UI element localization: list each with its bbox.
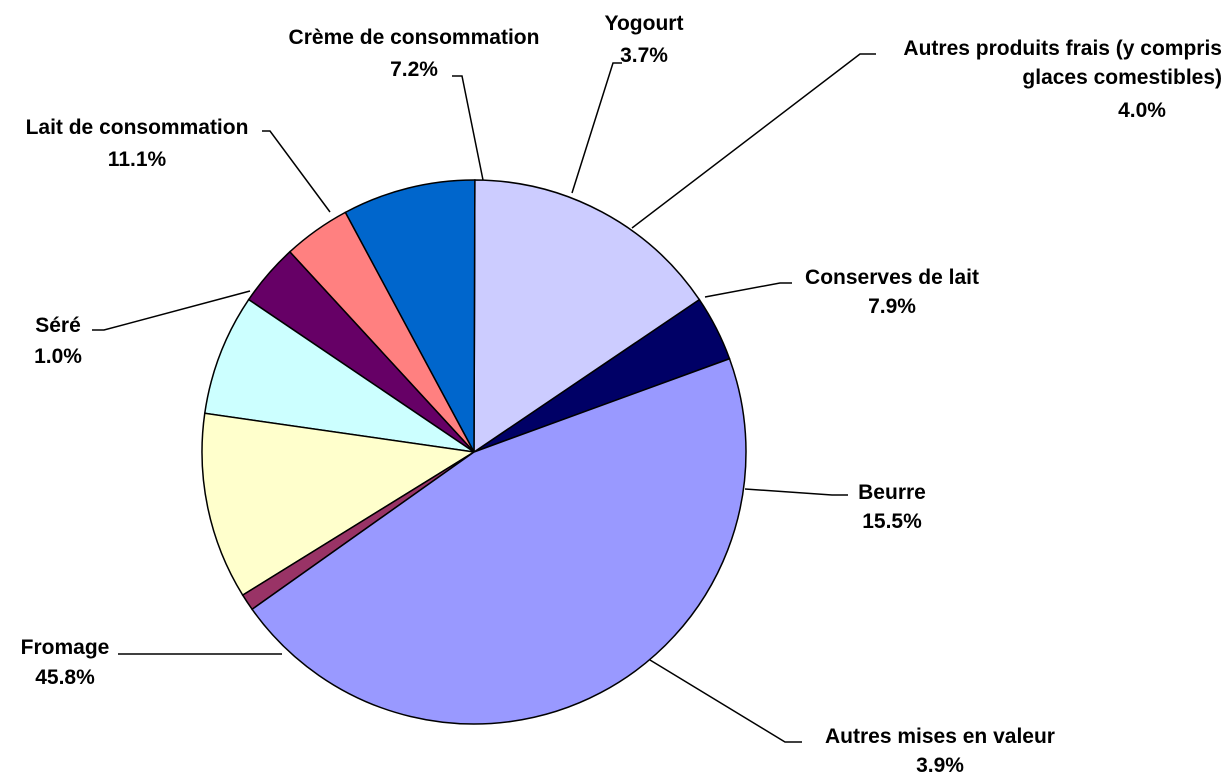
slice-label: Séré [35, 314, 81, 337]
slice-percent: 1.0% [34, 345, 82, 368]
leader-line [452, 75, 484, 181]
pie-slice [344, 179, 476, 453]
slice-percent: 45.8% [35, 666, 95, 689]
leader-line [571, 62, 622, 194]
leader-line [92, 290, 251, 331]
slice-percent: 4.0% [1118, 99, 1166, 122]
pie-slice [201, 412, 477, 597]
leader-line [744, 488, 848, 496]
slice-percent: 15.5% [862, 510, 922, 533]
slice-label: Autres produits frais (y compris [903, 37, 1222, 60]
slice-label: Beurre [858, 481, 926, 504]
slice-label: glaces comestibles) [1022, 66, 1222, 89]
slice-label: Yogourt [605, 12, 684, 35]
slice-percent: 7.2% [390, 58, 438, 81]
leader-line [704, 282, 792, 298]
slice-percent: 11.1% [108, 148, 167, 171]
slice-label: Conserves de lait [805, 266, 979, 289]
slice-percent: 3.9% [916, 754, 964, 777]
pie-slice [203, 298, 475, 453]
pie-slices [201, 179, 747, 725]
slice-percent: 7.9% [868, 295, 916, 318]
pie-slice [473, 179, 701, 454]
slice-label: Fromage [21, 636, 110, 659]
slice-label: Crème de consommation [289, 26, 540, 49]
pie-slice [251, 357, 747, 725]
slice-label: Lait de consommation [26, 116, 249, 139]
leader-line [262, 130, 331, 213]
leader-line [649, 659, 802, 743]
slice-percent: 3.7% [620, 44, 668, 67]
leader-line [631, 53, 876, 229]
slice-labels: Autres mises en valeur 3.9% Beurre 15.5% Con… [21, 12, 1222, 777]
slice-label: Autres mises en valeur [825, 725, 1055, 748]
leader-lines [92, 53, 876, 743]
